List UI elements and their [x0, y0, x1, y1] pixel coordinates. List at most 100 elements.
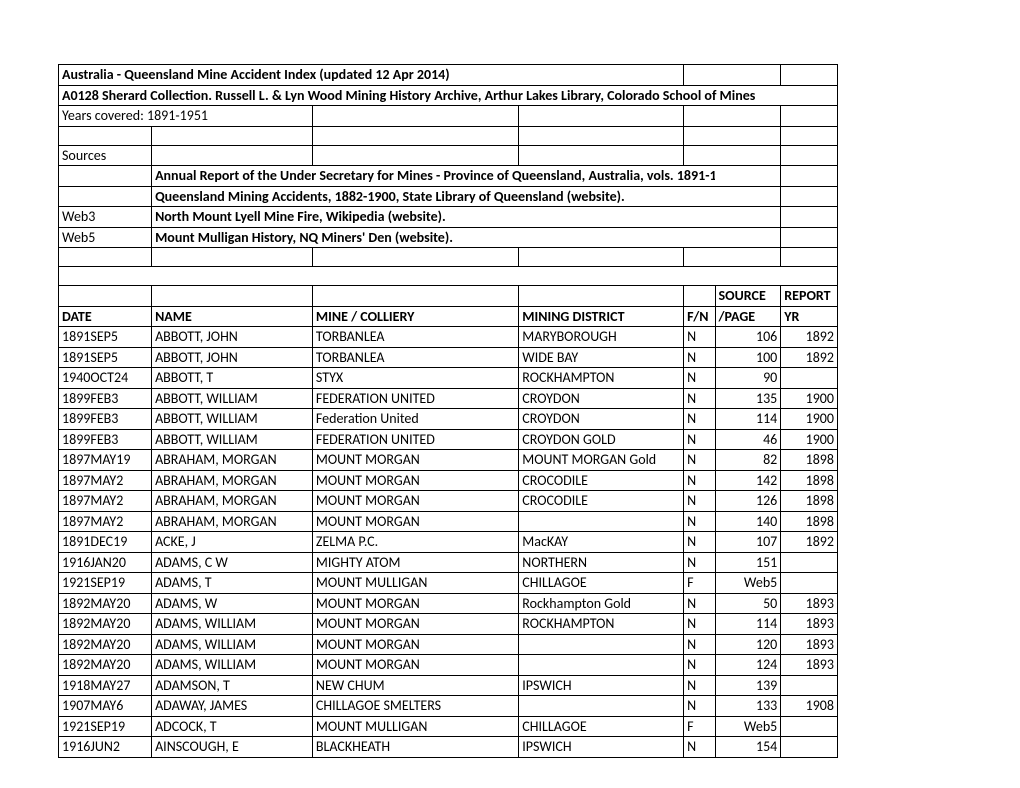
cell-src: 82	[715, 450, 781, 471]
empty-cell	[781, 207, 838, 228]
empty-cell	[312, 106, 518, 127]
cell-date: 1897MAY2	[59, 511, 152, 532]
empty-cell	[781, 227, 838, 248]
cell-fn: N	[684, 552, 715, 573]
cell-mine: NEW CHUM	[312, 675, 518, 696]
col-name	[152, 286, 313, 307]
cell-district: IPSWICH	[519, 675, 684, 696]
table-row: 1897MAY2ABRAHAM, MORGANMOUNT MORGANCROCO…	[59, 470, 838, 491]
table-row: 1907MAY6ADAWAY, JAMESCHILLAGOE SMELTERSN…	[59, 696, 838, 717]
empty-cell	[519, 145, 684, 166]
cell-src: 135	[715, 388, 781, 409]
cell-date: 1921SEP19	[59, 573, 152, 594]
cell-name: ADAMS, WILLIAM	[152, 614, 313, 635]
cell-district: CROCODILE	[519, 491, 684, 512]
cell-fn: N	[684, 737, 715, 758]
cell-fn: N	[684, 450, 715, 471]
empty-cell	[781, 126, 838, 145]
empty-cell	[715, 166, 781, 187]
cell-src: Web5	[715, 573, 781, 594]
cell-district: MARYBOROUGH	[519, 327, 684, 348]
cell-mine: MOUNT MORGAN	[312, 593, 518, 614]
cell-district: IPSWICH	[519, 737, 684, 758]
cell-fn: N	[684, 511, 715, 532]
cell-name: ADAMS, WILLIAM	[152, 655, 313, 676]
cell-src: 114	[715, 409, 781, 430]
cell-yr	[781, 675, 838, 696]
cell-src: 120	[715, 634, 781, 655]
cell-date: 1940OCT24	[59, 368, 152, 389]
cell-src: 50	[715, 593, 781, 614]
web3-label: Web3	[59, 207, 152, 228]
cell-mine: MOUNT MORGAN	[312, 470, 518, 491]
empty-cell	[684, 145, 715, 166]
cell-mine: FEDERATION UNITED	[312, 388, 518, 409]
cell-yr: 1892	[781, 327, 838, 348]
cell-mine: MOUNT MORGAN	[312, 634, 518, 655]
table-row: 1891SEP5ABBOTT, JOHNTORBANLEAWIDE BAYN10…	[59, 347, 838, 368]
table-row: 1921SEP19ADAMS, TMOUNT MULLIGANCHILLAGOE…	[59, 573, 838, 594]
cell-yr: 1893	[781, 614, 838, 635]
cell-name: ADAMSON, T	[152, 675, 313, 696]
cell-district: Rockhampton Gold	[519, 593, 684, 614]
cell-fn: N	[684, 634, 715, 655]
cell-date: 1918MAY27	[59, 675, 152, 696]
cell-mine: MOUNT MORGAN	[312, 450, 518, 471]
cell-src: 140	[715, 511, 781, 532]
cell-fn: N	[684, 409, 715, 430]
cell-fn: N	[684, 429, 715, 450]
cell-mine: FEDERATION UNITED	[312, 429, 518, 450]
cell-mine: ZELMA P.C.	[312, 532, 518, 553]
cell-fn: N	[684, 470, 715, 491]
cell-name: ABBOTT, WILLIAM	[152, 429, 313, 450]
cell-date: 1892MAY20	[59, 634, 152, 655]
cell-yr: 1893	[781, 634, 838, 655]
cell-src: 114	[715, 614, 781, 635]
table-row: 1899FEB3ABBOTT, WILLIAMFederation United…	[59, 409, 838, 430]
table-row: 1918MAY27ADAMSON, TNEW CHUMIPSWICHN139	[59, 675, 838, 696]
cell-district: WIDE BAY	[519, 347, 684, 368]
col-fn	[684, 286, 715, 307]
cell-name: ABRAHAM, MORGAN	[152, 450, 313, 471]
cell-date: 1907MAY6	[59, 696, 152, 717]
cell-yr: 1900	[781, 388, 838, 409]
cell-yr: 1900	[781, 409, 838, 430]
empty-cell	[781, 248, 838, 267]
cell-date: 1891DEC19	[59, 532, 152, 553]
empty-row	[59, 248, 838, 267]
cell-date: 1891SEP5	[59, 327, 152, 348]
empty-cell	[715, 145, 781, 166]
cell-yr: 1908	[781, 696, 838, 717]
cell-district	[519, 655, 684, 676]
col-district: MINING DISTRICT	[519, 306, 684, 327]
empty-cell	[59, 186, 152, 207]
empty-cell	[781, 166, 838, 187]
col-mine: MINE / COLLIERY	[312, 306, 518, 327]
table-row: 1891SEP5ABBOTT, JOHNTORBANLEAMARYBOROUGH…	[59, 327, 838, 348]
cell-yr: 1893	[781, 655, 838, 676]
empty-cell	[312, 126, 518, 145]
source-row: Queensland Mining Accidents, 1882-1900, …	[59, 186, 838, 207]
source-row: Web3 North Mount Lyell Mine Fire, Wikipe…	[59, 207, 838, 228]
title-cell: Australia - Queensland Mine Accident Ind…	[59, 65, 684, 86]
cell-district: CROCODILE	[519, 470, 684, 491]
cell-fn: F	[684, 573, 715, 594]
cell-district	[519, 696, 684, 717]
col-source: SOURCE	[715, 286, 781, 307]
empty-cell	[312, 248, 518, 267]
cell-yr	[781, 737, 838, 758]
cell-src: 126	[715, 491, 781, 512]
cell-district: CROYDON	[519, 409, 684, 430]
cell-district: CHILLAGOE	[519, 573, 684, 594]
cell-district: ROCKHAMPTON	[519, 614, 684, 635]
cell-src: 106	[715, 327, 781, 348]
col-report: YR	[781, 306, 838, 327]
empty-cell	[715, 207, 781, 228]
empty-cell	[715, 186, 781, 207]
empty-cell	[684, 248, 715, 267]
source-text: North Mount Lyell Mine Fire, Wikipedia (…	[152, 207, 715, 228]
cell-name: ADAMS, T	[152, 573, 313, 594]
source-text: Mount Mulligan History, NQ Miners' Den (…	[152, 227, 715, 248]
cell-src: Web5	[715, 716, 781, 737]
cell-src: 139	[715, 675, 781, 696]
